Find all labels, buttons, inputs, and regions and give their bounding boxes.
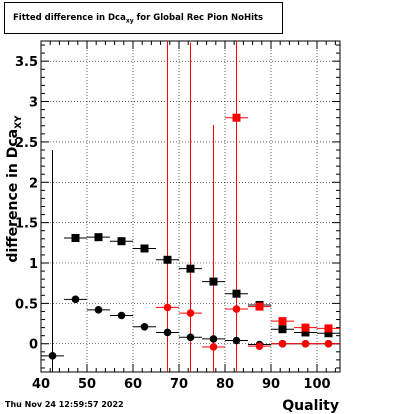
data-point-circle (232, 336, 241, 345)
y-axis-label-main: difference in Dca (5, 129, 21, 263)
data-point-square (255, 302, 264, 311)
data-point-square (209, 277, 218, 286)
chart-title-subscript: xy (125, 17, 134, 25)
x-tick-label: 40 (32, 377, 50, 392)
data-point-square (301, 323, 310, 332)
data-point-circle (186, 333, 195, 342)
title-box: Fitted difference in Dcaxy for Global Re… (4, 2, 283, 34)
data-point-square (278, 317, 287, 326)
y-tick-label: 0 (29, 338, 38, 353)
data-point-square (278, 325, 287, 334)
data-point-square (324, 324, 333, 333)
data-point-circle (117, 311, 126, 320)
y-axis-label-sub: XY (14, 115, 24, 129)
data-point-circle (209, 343, 218, 351)
data-point-circle (71, 295, 80, 304)
grid (41, 41, 340, 372)
timestamp: Thu Nov 24 12:59:57 2022 (5, 400, 124, 409)
data-point-circle (324, 339, 333, 348)
x-tick-label: 90 (262, 377, 280, 392)
chart-title-rest: for Global Rec Pion NoHits (133, 13, 264, 23)
data-point-circle (94, 306, 103, 314)
y-tick-label: 1 (29, 257, 38, 272)
x-tick-label: 80 (216, 377, 234, 392)
x-tick-label: 60 (124, 377, 142, 392)
data-point-circle (186, 309, 195, 317)
data-point-circle (163, 303, 172, 312)
y-tick-label: 2.5 (15, 136, 38, 151)
data-markers (48, 113, 333, 360)
data-point-circle (232, 305, 241, 313)
y-tick-label: 0.5 (15, 297, 38, 312)
data-point-square (71, 233, 80, 242)
x-tick-label: 50 (78, 377, 96, 392)
data-point-square (94, 233, 103, 242)
data-point-square (324, 329, 333, 338)
data-point-square (232, 289, 241, 298)
y-axis-label: difference in DcaXY (5, 115, 24, 263)
data-point-square (140, 244, 149, 253)
x-tick-label: 70 (170, 377, 188, 392)
data-point-circle (278, 339, 287, 348)
y-tick-label: 3.5 (15, 55, 38, 70)
data-point-circle (163, 328, 172, 337)
x-tick-label: 100 (303, 377, 330, 392)
data-point-square (186, 264, 195, 273)
data-point-circle (48, 352, 57, 360)
y-tick-label: 3 (29, 96, 38, 111)
data-point-circle (209, 335, 218, 343)
x-axis-label: Quality (282, 398, 339, 414)
error-bars (41, 41, 340, 372)
data-point-square (232, 113, 241, 122)
data-point-square (117, 237, 126, 246)
chart-title: Fitted difference in Dcaxy for Global Re… (13, 13, 263, 25)
data-point-square (163, 255, 172, 264)
chart-title-main: Fitted difference in Dca (13, 13, 126, 23)
y-tick-label: 1.5 (15, 217, 38, 232)
data-point-circle (255, 342, 264, 350)
data-point-circle (140, 322, 149, 331)
axis-ticks: 40 50 60 70 80 90 100 0 0.5 1 1.5 2 2.5 3 3.5 (15, 41, 340, 392)
data-point-square (301, 328, 310, 337)
data-point-circle (301, 339, 310, 348)
svg-text:difference in DcaXY: difference in DcaXY (5, 115, 24, 263)
y-tick-label: 2 (29, 176, 38, 191)
